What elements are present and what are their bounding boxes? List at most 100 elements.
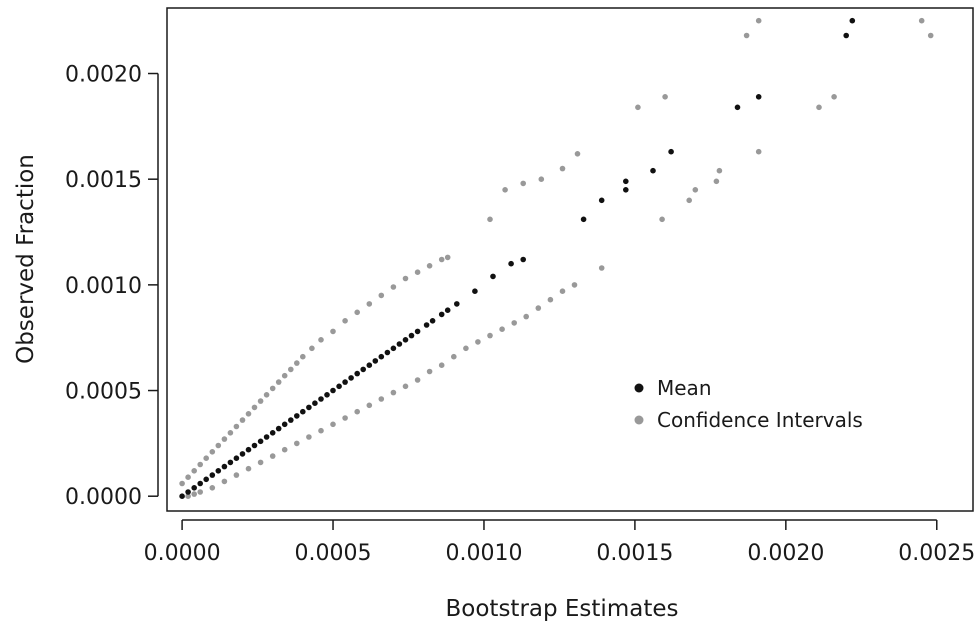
confidence-interval-point <box>366 301 373 307</box>
confidence-interval-point <box>185 493 191 500</box>
mean-point <box>423 322 430 328</box>
confidence-interval-point <box>390 284 397 290</box>
mean-point <box>263 434 270 440</box>
confidence-interval-point <box>426 368 433 375</box>
mean-point <box>360 366 367 373</box>
confidence-interval-point <box>257 398 264 404</box>
mean-point <box>191 485 197 491</box>
mean-point <box>197 480 203 487</box>
legend-marker-mean <box>634 383 644 393</box>
x-tick-label: 0.0015 <box>596 541 673 566</box>
mean-point <box>444 307 451 314</box>
legend-label-confidence-intervals: Confidence Intervals <box>657 408 863 432</box>
mean-point <box>300 408 306 415</box>
mean-point <box>330 387 336 394</box>
confidence-interval-point <box>662 94 668 100</box>
confidence-interval-point <box>402 383 409 390</box>
mean-point <box>843 32 849 39</box>
confidence-interval-point <box>294 360 300 366</box>
mean-point <box>354 370 361 377</box>
confidence-interval-point <box>659 216 665 223</box>
confidence-interval-point <box>215 442 222 449</box>
mean-point <box>179 493 185 500</box>
mean-point <box>342 379 348 385</box>
confidence-interval-point <box>520 180 526 187</box>
confidence-interval-point <box>221 436 228 442</box>
mean-point <box>318 396 324 402</box>
mean-point <box>251 442 258 449</box>
confidence-interval-point <box>535 305 542 311</box>
confidence-interval-point <box>245 411 252 417</box>
confidence-interval-point <box>918 17 925 24</box>
confidence-interval-point <box>309 345 315 352</box>
mean-point <box>472 288 478 295</box>
mean-point <box>454 301 460 307</box>
confidence-interval-point <box>571 282 578 288</box>
confidence-interval-point <box>475 339 481 345</box>
confidence-interval-point <box>318 337 324 343</box>
mean-point <box>294 413 300 419</box>
mean-point <box>209 472 216 478</box>
confidence-interval-point <box>487 332 493 339</box>
x-tick-label: 0.0010 <box>445 541 522 566</box>
confidence-interval-point <box>511 320 517 326</box>
mean-point <box>348 375 354 381</box>
confidence-interval-point <box>197 489 203 495</box>
x-tick-label: 0.0020 <box>747 541 824 566</box>
confidence-interval-point <box>306 434 312 440</box>
y-tick-label: 0.0000 <box>65 485 142 510</box>
confidence-interval-point <box>438 362 445 369</box>
mean-point <box>490 273 496 280</box>
confidence-interval-point <box>743 32 750 39</box>
mean-point <box>269 430 276 436</box>
y-tick-label: 0.0005 <box>65 380 142 405</box>
mean-point <box>324 392 330 398</box>
confidence-interval-point <box>378 292 385 299</box>
confidence-interval-point <box>179 480 185 487</box>
confidence-interval-point <box>251 404 258 411</box>
mean-point <box>336 383 342 390</box>
confidence-interval-point <box>538 176 545 182</box>
series-confidence-intervals <box>179 17 934 500</box>
confidence-interval-point <box>354 408 361 415</box>
x-axis-title: Bootstrap Estimates <box>446 596 679 622</box>
mean-point <box>402 337 409 343</box>
mean-point <box>227 459 234 466</box>
confidence-interval-point <box>209 449 216 455</box>
confidence-interval-point <box>927 32 934 39</box>
confidence-interval-point <box>692 187 699 193</box>
confidence-interval-point <box>831 94 837 100</box>
confidence-interval-point <box>414 377 421 383</box>
confidence-interval-point <box>275 379 282 385</box>
mean-point <box>408 332 415 339</box>
mean-point <box>849 17 856 24</box>
confidence-interval-point <box>487 216 493 223</box>
mean-point <box>650 167 656 174</box>
confidence-interval-point <box>598 265 605 271</box>
mean-point <box>414 328 421 335</box>
mean-point <box>185 489 191 495</box>
points-layer <box>179 17 934 500</box>
confidence-interval-point <box>523 313 529 320</box>
confidence-interval-point <box>191 468 197 474</box>
confidence-interval-point <box>755 17 762 24</box>
mean-point <box>288 417 294 423</box>
confidence-interval-point <box>263 392 270 398</box>
confidence-interval-point <box>227 430 234 436</box>
confidence-interval-point <box>342 415 348 421</box>
confidence-interval-point <box>402 275 409 282</box>
x-tick-label: 0.0005 <box>295 541 372 566</box>
mean-point <box>281 421 288 428</box>
mean-point <box>312 400 318 407</box>
mean-point <box>372 358 379 364</box>
mean-point <box>755 94 762 100</box>
mean-point <box>384 349 391 356</box>
confidence-interval-point <box>354 309 361 316</box>
confidence-interval-point <box>502 187 508 193</box>
confidence-interval-point <box>330 421 336 428</box>
mean-point <box>366 362 373 369</box>
confidence-interval-point <box>288 366 294 373</box>
confidence-interval-point <box>209 485 216 491</box>
y-tick-label: 0.0015 <box>65 168 142 193</box>
